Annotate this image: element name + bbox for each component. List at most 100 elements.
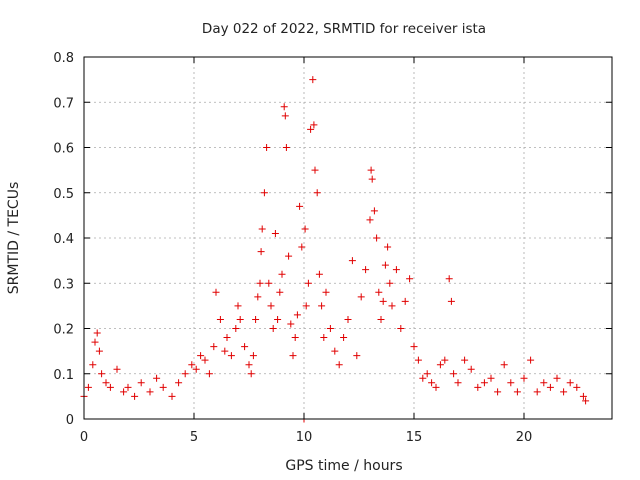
data-point <box>175 379 183 387</box>
data-point <box>201 356 209 364</box>
data-point <box>247 370 255 378</box>
x-tick-label: 5 <box>190 430 198 445</box>
data-point <box>406 275 414 283</box>
data-point <box>461 356 469 364</box>
data-point <box>293 311 301 319</box>
data-point <box>386 279 394 287</box>
data-point <box>93 329 101 337</box>
data-point <box>281 112 289 120</box>
data-point <box>320 334 328 342</box>
data-point <box>454 379 462 387</box>
data-point <box>410 343 418 351</box>
y-tick-label: 0.8 <box>53 51 74 66</box>
data-point <box>137 379 145 387</box>
data-point <box>276 288 284 296</box>
data-point <box>414 356 422 364</box>
grid <box>84 57 612 419</box>
data-point <box>344 315 352 323</box>
data-point <box>210 343 218 351</box>
data-point <box>340 334 348 342</box>
data-point <box>181 370 189 378</box>
y-tick-label: 0.7 <box>53 96 74 111</box>
data-point <box>348 257 356 265</box>
data-point <box>335 361 343 369</box>
y-tick-label: 0.3 <box>53 277 74 292</box>
data-point <box>249 352 257 360</box>
data-point <box>263 144 271 151</box>
data-point <box>221 347 229 355</box>
data-point <box>269 325 277 332</box>
data-point <box>102 379 110 387</box>
data-point <box>188 361 196 369</box>
data-point <box>197 352 205 360</box>
data-point <box>106 383 114 391</box>
x-axis-label: GPS time / hours <box>285 458 402 474</box>
y-tick-label: 0.2 <box>53 323 74 338</box>
data-point <box>315 270 323 278</box>
data-point <box>298 243 306 251</box>
x-tick-label: 15 <box>406 430 423 445</box>
data-point <box>313 189 321 197</box>
chart-title: Day 022 of 2022, SRMTID for receiver ist… <box>202 21 486 37</box>
data-point <box>95 347 103 355</box>
data-point <box>278 270 286 278</box>
y-tick-label: 0 <box>66 413 74 428</box>
data-point <box>307 125 315 133</box>
data-point <box>267 302 275 310</box>
data-point <box>384 243 392 251</box>
data-point <box>274 315 282 323</box>
data-point <box>287 320 295 328</box>
data-point <box>216 315 224 323</box>
data-point <box>252 315 260 323</box>
data-point <box>302 302 310 310</box>
data-point <box>474 383 482 391</box>
data-point <box>540 379 548 387</box>
data-point <box>227 352 235 360</box>
x-tick-label: 20 <box>516 430 533 445</box>
data-point <box>357 293 365 301</box>
data-point <box>280 103 288 111</box>
data-point <box>494 388 502 396</box>
data-point <box>579 392 587 400</box>
data-point <box>212 288 220 296</box>
data-point <box>309 76 317 84</box>
y-tick-label: 0.5 <box>53 187 74 202</box>
data-point <box>367 166 375 174</box>
data-point <box>480 379 488 387</box>
data-point <box>159 383 167 391</box>
data-point <box>388 302 396 310</box>
data-point <box>560 388 568 396</box>
data-point <box>91 338 99 346</box>
data-point <box>153 374 161 382</box>
data-point <box>254 293 262 301</box>
data-point <box>289 352 297 360</box>
data-point <box>373 234 381 242</box>
data-point <box>258 225 266 233</box>
data-point <box>447 297 455 305</box>
data-point <box>223 334 231 342</box>
tick-labels: 0 5 10 15 20 0 0.1 0.2 0.3 0.4 0.5 0.6 0.7 0.8 <box>53 51 532 445</box>
data-point <box>232 325 240 332</box>
data-point <box>368 175 376 183</box>
axis-ticks <box>83 56 612 420</box>
data-point <box>318 302 326 310</box>
data-point <box>520 374 528 382</box>
data-point <box>370 207 378 215</box>
data-point <box>282 144 290 151</box>
data-point <box>241 343 249 351</box>
data-point <box>89 361 97 369</box>
data-point <box>467 365 475 373</box>
data-point <box>124 383 132 391</box>
data-point <box>326 325 334 332</box>
data-point <box>566 379 574 387</box>
data-point <box>131 392 139 400</box>
plot-frame <box>83 56 613 420</box>
data-point <box>98 370 106 378</box>
data-point <box>265 279 273 287</box>
data-point <box>441 356 449 364</box>
data-point <box>271 229 279 237</box>
y-tick-label: 0.6 <box>53 142 74 157</box>
x-tick-label: 10 <box>296 430 313 445</box>
data-point <box>397 325 405 332</box>
